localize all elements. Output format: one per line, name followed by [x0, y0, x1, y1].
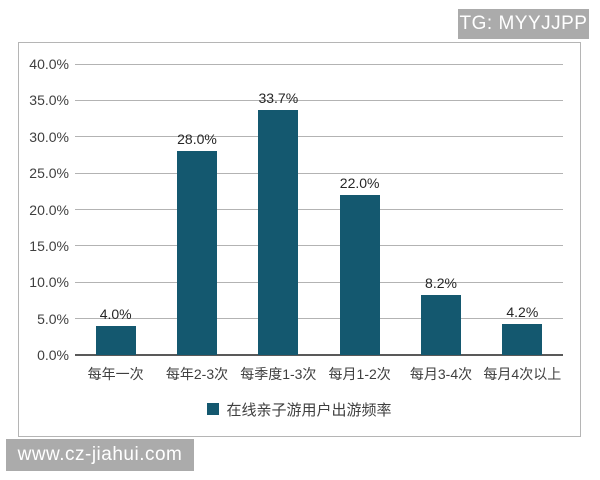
gridline — [75, 99, 563, 101]
x-axis-tick-label: 每年2-3次 — [165, 366, 229, 382]
y-axis-tick-label: 5.0% — [37, 310, 69, 327]
bar — [339, 195, 380, 355]
bar-value-label: 4.2% — [506, 304, 539, 320]
y-axis-tick-label: 25.0% — [29, 165, 69, 182]
bar — [258, 110, 299, 355]
y-axis-tick-label: 35.0% — [29, 92, 69, 109]
y-axis-tick-label: 30.0% — [29, 128, 69, 145]
watermark-tg-badge: TG: MYYJJPP — [458, 9, 589, 39]
gridline — [75, 209, 563, 210]
bar — [177, 151, 217, 355]
gridline — [75, 136, 563, 138]
plot-area: 0.0% 5.0% 10.0% 15.0% 20.0% 25.0% 30.0% 35.0% 40… — [19, 43, 580, 436]
bar-value-label: 22.0% — [339, 175, 380, 191]
y-axis-tick-label: 10.0% — [29, 274, 69, 291]
gridline — [75, 245, 563, 247]
gridline — [75, 63, 563, 65]
legend: 在线亲子游用户出游频率 — [19, 399, 580, 419]
chart-frame: 0.0% 5.0% 10.0% 15.0% 20.0% 25.0% 30.0% 35.0% 40… — [18, 42, 581, 437]
bar-value-label: 28.0% — [177, 131, 217, 147]
y-axis-tick-label: 15.0% — [29, 237, 69, 254]
watermark-site-badge: www.cz-jiahui.com — [6, 439, 194, 471]
y-axis-tick-label: 0.0% — [37, 347, 69, 363]
x-axis-tick-label: 每月4次以上 — [483, 366, 562, 382]
y-axis-tick-label: 20.0% — [29, 201, 69, 218]
bar — [502, 324, 543, 355]
x-axis-line — [75, 354, 563, 356]
bar-value-label: 4.0% — [99, 306, 132, 322]
gridline — [75, 318, 563, 320]
bar-value-label: 8.2% — [425, 275, 457, 291]
bar — [95, 326, 136, 355]
x-axis-tick-label: 每月1-2次 — [328, 366, 391, 382]
x-axis-tick-label: 每年一次 — [87, 366, 144, 382]
gridline — [75, 281, 563, 283]
legend-swatch-icon — [207, 403, 220, 415]
legend-label: 在线亲子游用户出游频率 — [226, 401, 392, 419]
gridline — [75, 172, 563, 174]
x-axis-tick-label: 每月3-4次 — [409, 366, 473, 382]
y-axis-tick-label: 40.0% — [29, 56, 69, 72]
bar — [421, 295, 461, 355]
bar-value-label: 33.7% — [258, 90, 299, 106]
x-axis-tick-label: 每季度1-3次 — [240, 366, 317, 382]
